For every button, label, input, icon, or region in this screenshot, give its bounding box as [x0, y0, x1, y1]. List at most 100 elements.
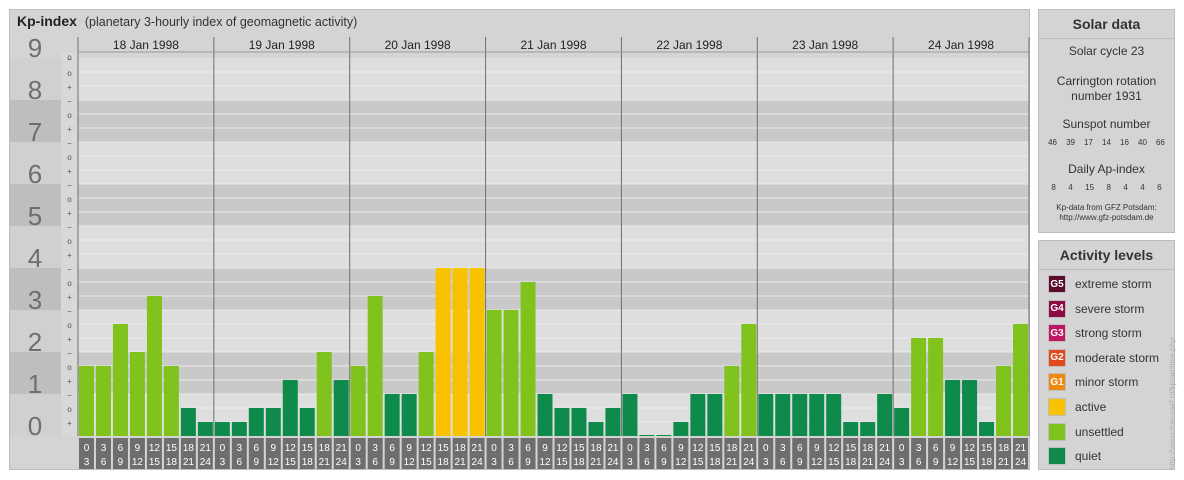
hour-label-start: 6 [661, 443, 667, 454]
hour-label-start: 6 [525, 443, 531, 454]
hour-box [962, 438, 978, 469]
kp-bar [350, 365, 366, 436]
hour-label-end: 12 [947, 457, 959, 468]
y-tick-label: 4 [28, 243, 42, 273]
hour-label-end: 9 [254, 457, 260, 468]
ap-value: 4 [1140, 183, 1145, 192]
ap-value: 15 [1085, 183, 1095, 192]
hour-box [826, 438, 842, 469]
hour-label-end: 18 [166, 457, 178, 468]
day-label: 22 Jan 1998 [656, 38, 722, 52]
hour-label-start: 9 [814, 443, 820, 454]
hour-label-end: 9 [389, 457, 395, 468]
solar-data-panel: Solar data Solar cycle 23 Carrington rot… [1038, 9, 1175, 233]
hour-label-end: 6 [644, 457, 650, 468]
hour-label-end: 24 [879, 457, 891, 468]
kp-bar [979, 422, 995, 436]
sunspot-value: 39 [1066, 138, 1075, 147]
hour-label-start: 3 [372, 443, 378, 454]
band [78, 310, 1029, 352]
kp-bar [622, 394, 638, 436]
hour-label-start: 6 [118, 443, 124, 454]
hour-label-start: 12 [149, 443, 161, 454]
hour-label-start: 3 [101, 443, 107, 454]
hour-label-start: 0 [355, 443, 361, 454]
hour-label-end: 18 [981, 457, 993, 468]
y-tick-label: 9 [28, 33, 42, 63]
hour-label-start: 12 [556, 443, 568, 454]
hour-label-start: 21 [336, 443, 348, 454]
kp-bar [435, 268, 451, 436]
hour-label-start: 6 [797, 443, 803, 454]
ap-value: 6 [1157, 183, 1162, 192]
legend-label: severe storm [1075, 301, 1145, 316]
y-label-band [10, 268, 61, 310]
y-header-strip [10, 37, 61, 52]
hour-label-end: 15 [556, 457, 568, 468]
hour-box [520, 438, 536, 469]
kp-bar [673, 422, 689, 436]
kp-bar [707, 394, 723, 436]
kp-bar [299, 407, 315, 436]
hour-label-end: 3 [491, 457, 497, 468]
hour-label-end: 12 [404, 457, 416, 468]
day-header-strip [78, 37, 1029, 52]
band [78, 184, 1029, 226]
legend-item: active [1048, 398, 1106, 416]
ap-label: Daily Ap-index [1068, 162, 1145, 176]
sunspot-value: 40 [1138, 138, 1147, 147]
hour-label-start: 15 [573, 443, 585, 454]
minor-mark: + [67, 167, 72, 176]
hour-label-end: 24 [1015, 457, 1027, 468]
kp-bar [129, 352, 145, 436]
hour-label-start: 0 [220, 443, 226, 454]
hour-label-start: 3 [780, 443, 786, 454]
kp-bar [333, 380, 349, 436]
hour-label-end: 6 [780, 457, 786, 468]
y-label-band [10, 142, 61, 184]
kp-bar [214, 422, 230, 436]
hour-box [316, 438, 332, 469]
legend-swatch: G1 [1048, 373, 1066, 392]
kp-bar [860, 422, 876, 436]
hour-box [707, 438, 723, 469]
hour-label-end: 3 [627, 457, 633, 468]
hour-label-end: 24 [336, 457, 348, 468]
legend-label: active [1075, 400, 1107, 414]
hour-label-start: 3 [508, 443, 514, 454]
hour-label-end: 18 [845, 457, 857, 468]
kp-bar [690, 394, 706, 436]
minor-mark: − [67, 349, 72, 358]
hour-box [945, 438, 961, 469]
hour-box [860, 438, 876, 469]
hour-label-end: 3 [84, 457, 90, 468]
minor-mark: o [67, 363, 72, 372]
hour-box [622, 438, 638, 469]
kp-bar [231, 422, 247, 436]
legend-item: G4 severe storm [1048, 299, 1145, 318]
day-label: 18 Jan 1998 [113, 38, 179, 52]
hour-label-end: 12 [811, 457, 823, 468]
hour-label-start: 12 [964, 443, 976, 454]
hour-label-start: 15 [438, 443, 450, 454]
hour-box [894, 438, 910, 469]
sunspot-value: 66 [1155, 138, 1165, 147]
minor-mark: o [67, 153, 72, 162]
hour-label-start: 18 [726, 443, 738, 454]
hour-label-end: 6 [101, 457, 107, 468]
hour-box [673, 438, 689, 469]
minor-mark: o [67, 405, 72, 414]
hour-box [792, 438, 808, 469]
kp-bar [452, 268, 468, 436]
ap-value: 4 [1068, 183, 1073, 192]
hour-box [911, 438, 927, 469]
sunspot-value: 16 [1120, 138, 1129, 147]
kp-bar [520, 281, 536, 436]
hour-box [537, 438, 553, 469]
hour-box [112, 438, 128, 469]
ap-value: 8 [1106, 183, 1111, 192]
hour-label-end: 6 [916, 457, 922, 468]
y-tick-label: 1 [28, 369, 42, 399]
hour-box [843, 438, 859, 469]
hour-box [333, 438, 349, 469]
